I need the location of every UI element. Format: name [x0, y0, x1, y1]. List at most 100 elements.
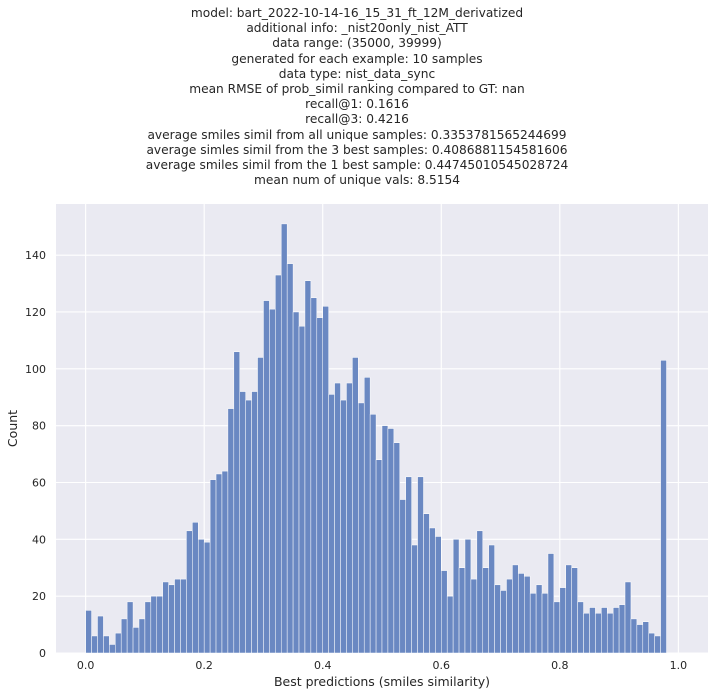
- histogram-bar: [369, 414, 377, 654]
- histogram-bar: [595, 612, 602, 654]
- histogram-bar: [310, 297, 318, 654]
- y-tick-label: 0: [39, 647, 46, 660]
- histogram-bar: [393, 442, 401, 654]
- title-line: mean RMSE of prob_simil ranking compared…: [189, 82, 525, 97]
- histogram-bar: [541, 593, 549, 654]
- title-line: average smiles simil from all unique sam…: [147, 127, 567, 142]
- histogram-bar: [559, 587, 566, 654]
- histogram-bar: [292, 311, 300, 654]
- x-tick-label: 0.2: [195, 659, 213, 672]
- histogram-bar: [269, 308, 276, 654]
- histogram-bar: [192, 522, 199, 654]
- histogram-bar: [553, 601, 561, 654]
- histogram-bar: [381, 425, 389, 654]
- histogram-bar: [512, 564, 519, 654]
- histogram-bar: [618, 604, 626, 654]
- x-tick-label: 1.0: [670, 659, 688, 672]
- histogram-bar: [488, 544, 495, 654]
- histogram-bar: [91, 635, 98, 654]
- histogram-bar: [417, 476, 424, 654]
- histogram-bar: [565, 564, 572, 654]
- histogram-bar: [352, 357, 359, 654]
- histogram-bar: [411, 544, 418, 654]
- title-line: model: bart_2022-10-14-16_15_31_ft_12M_d…: [190, 6, 524, 20]
- histogram-bar: [470, 578, 478, 654]
- histogram-bar: [286, 263, 294, 654]
- histogram-bar: [583, 612, 590, 654]
- y-tick-label: 20: [32, 590, 46, 603]
- title-line: average smiles simil from the 1 best sam…: [145, 158, 569, 173]
- histogram-bar: [150, 595, 158, 654]
- histogram-bar: [103, 635, 110, 654]
- histogram-bar: [482, 567, 489, 654]
- histogram-bar: [375, 459, 383, 654]
- histogram-bar: [168, 584, 175, 654]
- histogram-bar: [346, 382, 353, 654]
- histogram-bar: [109, 644, 116, 654]
- histogram-bar: [257, 357, 264, 654]
- histogram-bar: [263, 300, 270, 654]
- y-axis-label: Count: [5, 410, 20, 447]
- histogram-bar: [648, 632, 655, 654]
- histogram-bar: [334, 382, 341, 654]
- title-line: generated for each example: 10 samples: [231, 51, 483, 66]
- histogram-bar: [399, 499, 406, 654]
- histogram-bar: [215, 473, 223, 654]
- histogram-bar: [126, 601, 134, 654]
- histogram-bar: [506, 578, 513, 654]
- histogram-bar: [221, 470, 229, 654]
- histogram-bar: [458, 567, 466, 654]
- histogram-bar: [316, 317, 323, 654]
- histogram-bar: [85, 610, 92, 654]
- histogram-bar: [654, 635, 661, 654]
- histogram-bar: [636, 624, 644, 654]
- x-tick-label: 0.6: [433, 659, 451, 672]
- histogram-bar: [612, 607, 620, 654]
- histogram-bar: [387, 428, 395, 654]
- histogram-bar: [405, 476, 412, 654]
- histogram-bar: [239, 391, 246, 654]
- histogram-bar: [601, 607, 608, 654]
- histogram-bar: [452, 539, 460, 654]
- histogram-bar: [180, 578, 187, 654]
- histogram-bar: [524, 576, 531, 654]
- histogram-bar: [464, 539, 472, 654]
- histogram-bar: [429, 527, 436, 654]
- title-line: mean num of unique vals: 8.5154: [254, 173, 460, 188]
- histogram-bar: [340, 399, 347, 654]
- histogram-bar: [203, 541, 211, 654]
- y-tick-label: 40: [32, 533, 46, 546]
- histogram-bar: [174, 578, 181, 654]
- histogram-bar: [606, 612, 614, 654]
- x-axis-label: Best predictions (smiles similarity): [274, 674, 490, 689]
- histogram-bar: [547, 553, 555, 654]
- histogram-bar: [156, 595, 163, 654]
- title-line: additional info: _nist20only_nist_ATT: [246, 21, 468, 36]
- histogram-bar: [233, 351, 240, 654]
- histogram-bar: [322, 306, 329, 654]
- histogram-bar: [494, 584, 501, 654]
- histogram-bar: [518, 573, 525, 654]
- title-line: data type: nist_data_sync: [278, 66, 436, 81]
- x-tick-label: 0.8: [551, 659, 569, 672]
- histogram-bar: [144, 601, 152, 654]
- histogram-bar: [280, 223, 288, 654]
- histogram-bar: [358, 402, 365, 654]
- histogram-bar: [529, 593, 537, 654]
- histogram-bar: [245, 399, 252, 654]
- histogram-bar: [275, 274, 282, 654]
- histogram-bars: [85, 223, 667, 654]
- histogram-bar: [138, 618, 146, 654]
- title-line: recall@3: 0.4216: [305, 112, 409, 127]
- y-tick-label: 120: [25, 306, 46, 319]
- histogram-bar: [571, 567, 578, 654]
- histogram-bar: [251, 391, 258, 654]
- histogram-bar: [441, 570, 448, 654]
- histogram-bar: [435, 536, 442, 654]
- histogram-bar: [304, 280, 312, 654]
- x-tick-label: 0.4: [314, 659, 332, 672]
- y-tick-label: 100: [25, 363, 46, 376]
- histogram-bar: [446, 595, 454, 654]
- histogram-bar: [630, 618, 638, 654]
